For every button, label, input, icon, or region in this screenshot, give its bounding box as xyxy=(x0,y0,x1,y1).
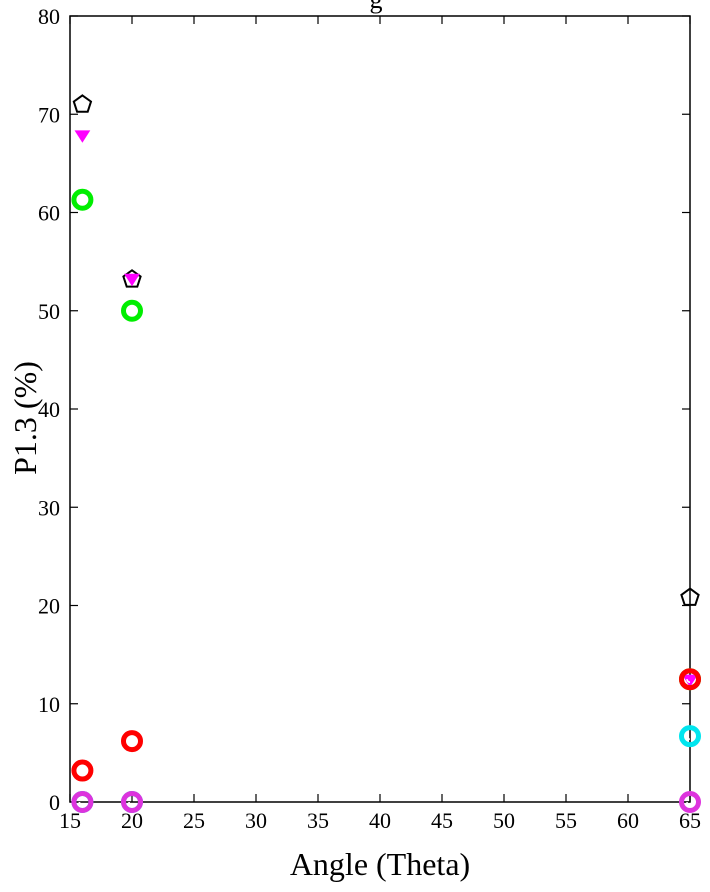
data-point-s3-0 xyxy=(71,759,94,782)
data-point-s1-0 xyxy=(74,130,91,143)
x-tick-label: 45 xyxy=(431,808,453,833)
x-tick-label: 40 xyxy=(369,808,391,833)
data-point-s3-1-notch xyxy=(128,740,133,745)
y-tick-label: 0 xyxy=(49,790,60,815)
data-point-s2-0-notch xyxy=(78,199,83,204)
data-point-s5-1 xyxy=(121,791,143,813)
data-point-s3-2-notch xyxy=(686,679,691,683)
y-tick-label: 30 xyxy=(38,495,60,520)
y-tick-label: 40 xyxy=(38,397,60,422)
data-point-s4-2 xyxy=(679,725,701,748)
x-tick-label: 50 xyxy=(493,808,515,833)
data-point-s2-1-notch xyxy=(128,310,133,315)
data-point-s3-2 xyxy=(679,668,701,691)
data-point-s2-0 xyxy=(71,188,94,211)
data-point-s0-0 xyxy=(72,94,93,113)
x-tick-label: 30 xyxy=(245,808,267,833)
data-point-s2-1 xyxy=(121,299,143,322)
data-point-s3-0-notch xyxy=(78,770,83,775)
y-tick-label: 50 xyxy=(38,299,60,324)
x-tick-label: 25 xyxy=(183,808,205,833)
y-axis-label: P1.3 (%) xyxy=(7,361,43,475)
y-tick-label: 20 xyxy=(38,594,60,619)
x-tick-label: 35 xyxy=(307,808,329,833)
data-point-s3-1 xyxy=(121,730,143,753)
data-point-s5-2-notch xyxy=(686,801,691,806)
data-point-s4-2-notch xyxy=(686,736,691,740)
x-tick-label: 15 xyxy=(59,808,81,833)
x-tick-label: 55 xyxy=(555,808,577,833)
data-point-s5-0 xyxy=(71,791,94,813)
axis-ticks: 15 20 25 30 35 40 45 50 55 60 65 0 10 20 30 40 50 60 70 80 xyxy=(38,4,701,833)
x-tick-label: 20 xyxy=(121,808,143,833)
y-tick-label: 60 xyxy=(38,201,60,226)
y-tick-label: 10 xyxy=(38,692,60,717)
x-tick-label: 60 xyxy=(617,808,639,833)
plot-frame xyxy=(69,15,691,803)
data-points xyxy=(71,94,701,813)
data-point-s0-2 xyxy=(680,587,700,606)
data-point-s1-1 xyxy=(124,273,140,287)
data-point-s5-2 xyxy=(679,791,701,813)
chart-title: g xyxy=(370,0,383,14)
data-point-s5-1-notch xyxy=(128,801,133,806)
x-axis-label: Angle (Theta) xyxy=(290,846,470,882)
data-point-s5-0-notch xyxy=(78,801,83,806)
x-tick-label: 65 xyxy=(679,808,701,833)
data-point-s0-1 xyxy=(122,269,142,288)
y-tick-label: 70 xyxy=(38,102,60,127)
y-tick-label: 80 xyxy=(38,4,60,29)
